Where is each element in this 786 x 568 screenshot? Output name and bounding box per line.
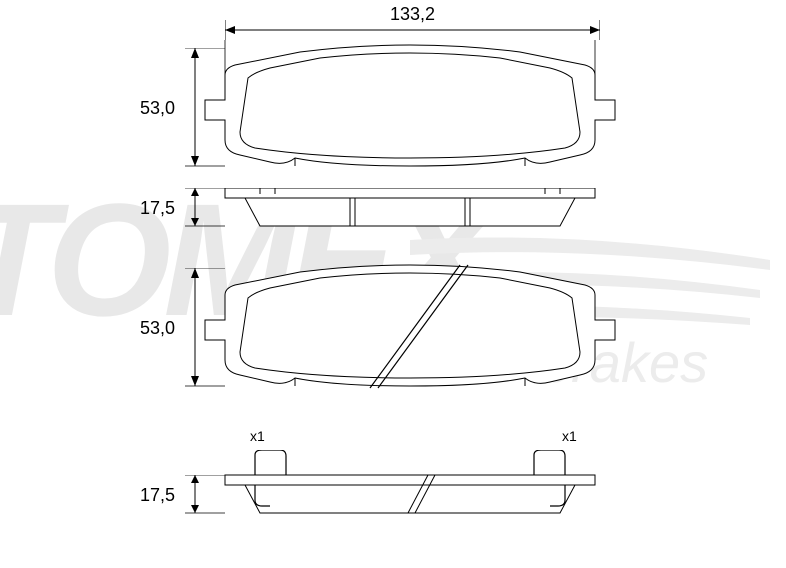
technical-diagram: 133,2 53,0: [0, 0, 786, 568]
top-pad-side-view: [200, 188, 620, 233]
qty-left-label: x1: [250, 428, 265, 444]
dim-thickness2-label: 17,5: [140, 485, 175, 506]
dim-height2-label: 53,0: [140, 318, 175, 339]
dim-width-label: 133,2: [390, 4, 435, 25]
bottom-pad-face-view: [200, 260, 620, 395]
dim-thickness1-label: 17,5: [140, 198, 175, 219]
dim-height1-label: 53,0: [140, 98, 175, 119]
bottom-pad-side-view: [200, 450, 620, 528]
qty-right-label: x1: [562, 428, 577, 444]
top-pad-face-view: [200, 40, 620, 175]
